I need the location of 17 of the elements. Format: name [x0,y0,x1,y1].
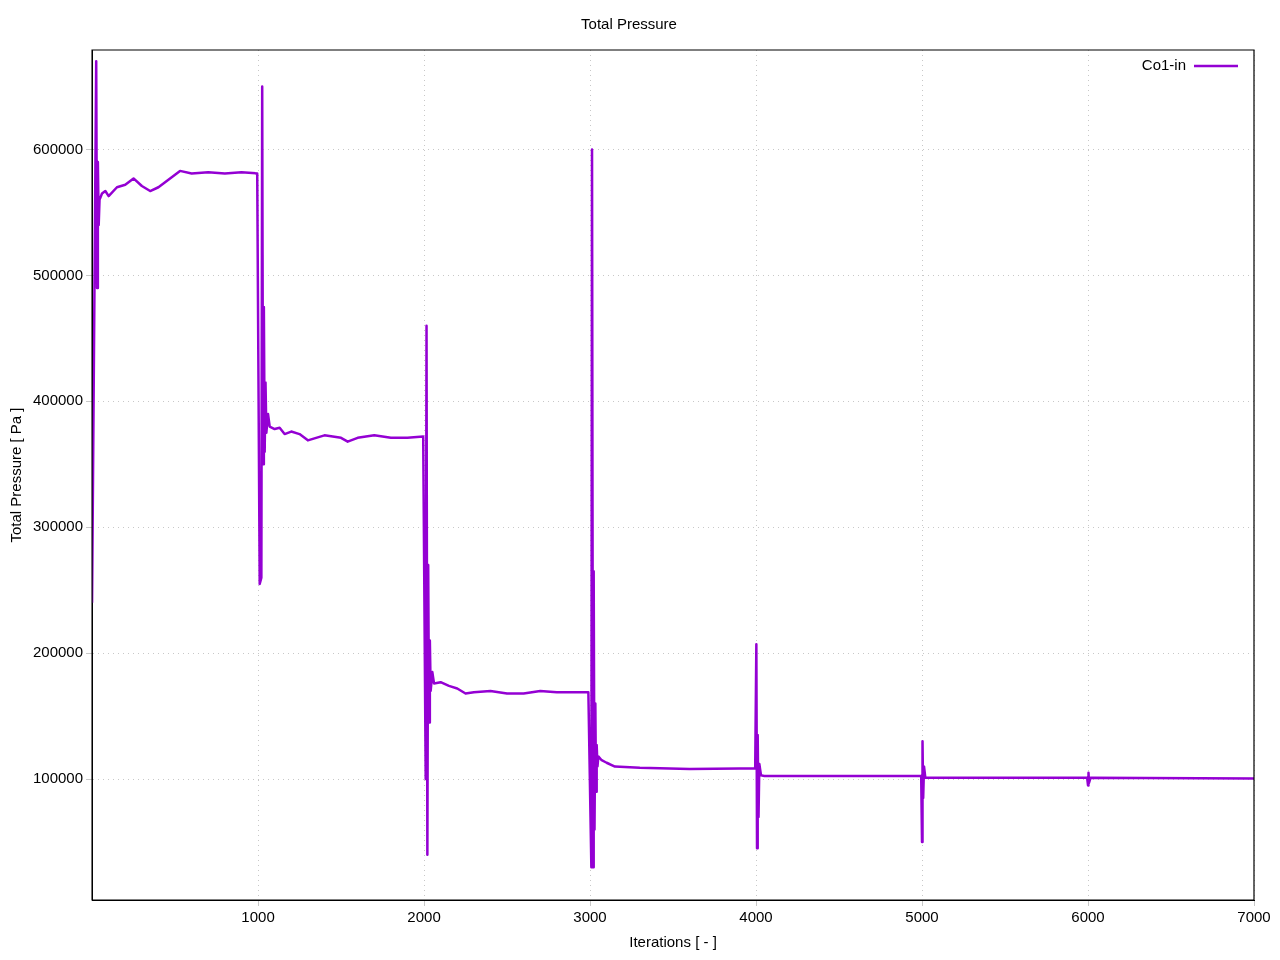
y-tick-label: 200000 [32,643,84,661]
y-axis-title: Total Pressure [ Pa ] [7,407,25,543]
x-tick-label: 7000 [1237,908,1271,926]
y-tick-label: 400000 [32,391,84,409]
y-tick-label: 300000 [32,517,84,535]
y-tick-label: 600000 [32,139,84,157]
y-tick-label: 500000 [32,265,84,283]
y-tick-label: 100000 [32,769,84,787]
x-axis-title: Iterations [ - ] [629,933,717,951]
x-tick-label: 3000 [573,908,607,926]
x-tick-label: 1000 [241,908,275,926]
chart-title: Total Pressure [581,15,677,33]
x-tick-label: 2000 [407,908,441,926]
x-tick-label: 6000 [1071,908,1105,926]
legend-label: Co1-in [1141,56,1186,74]
x-tick-label: 5000 [905,908,939,926]
x-tick-label: 4000 [739,908,773,926]
